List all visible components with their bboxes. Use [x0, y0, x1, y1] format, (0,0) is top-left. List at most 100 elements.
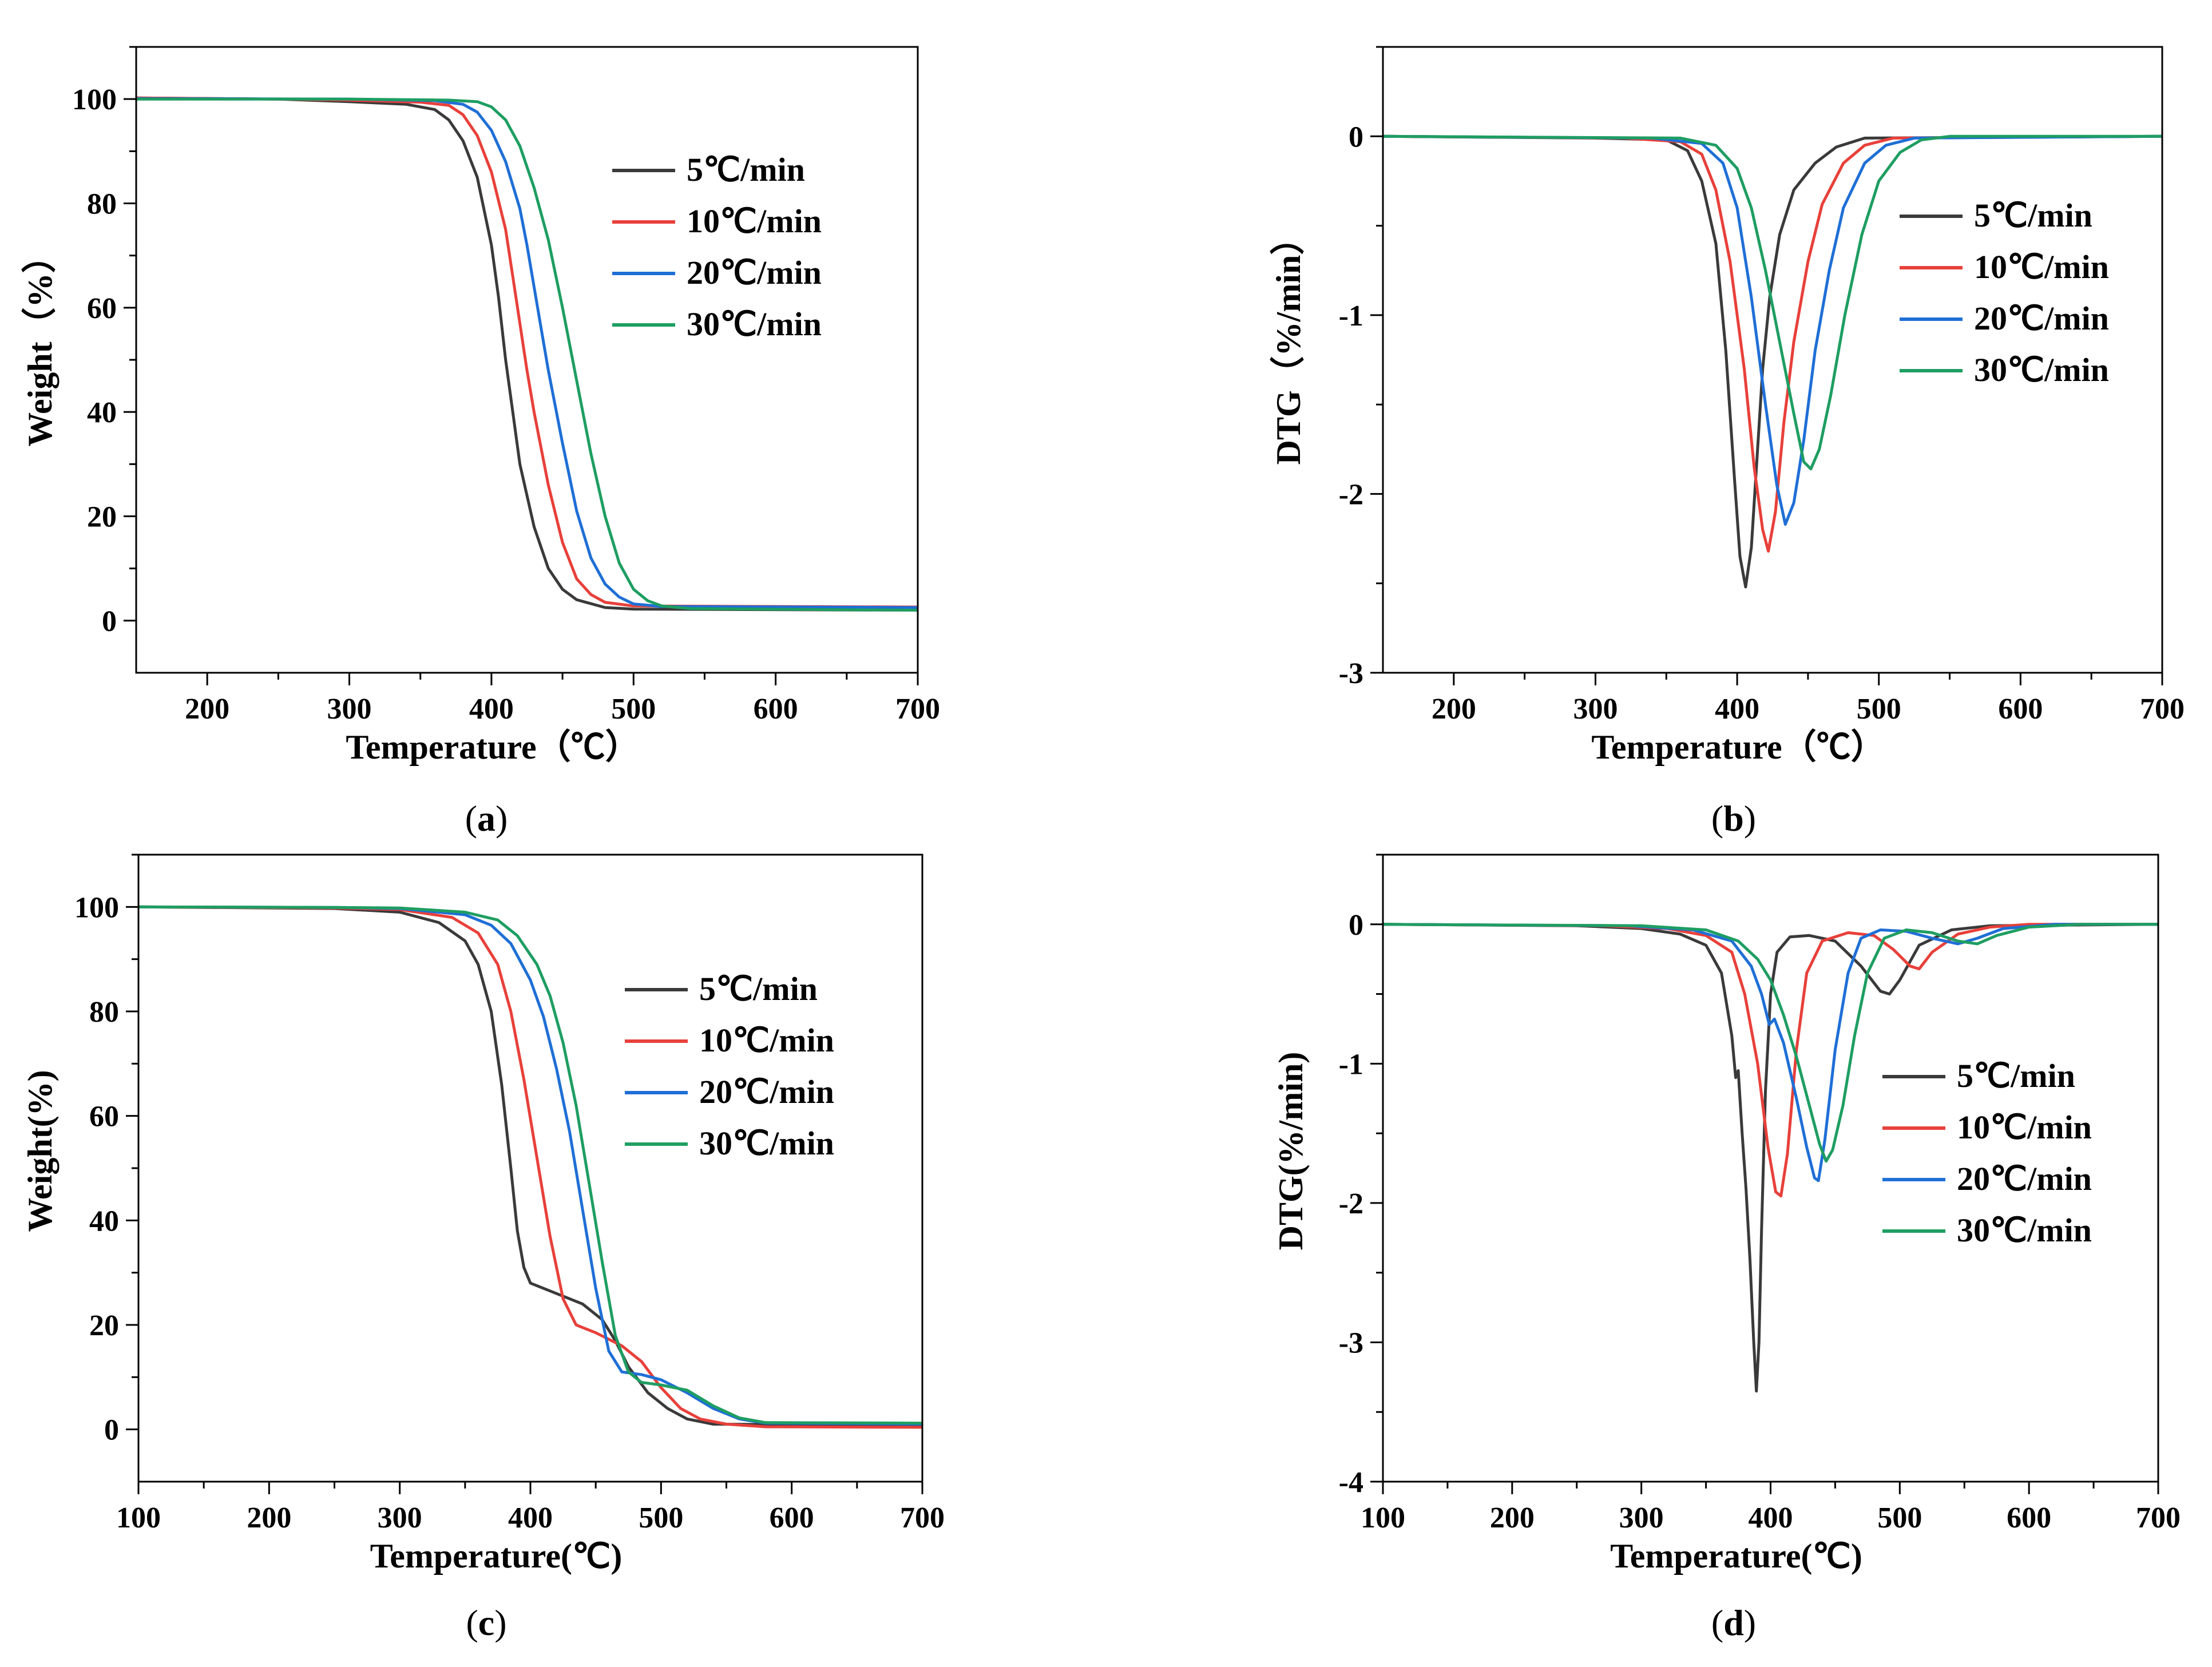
panel-caption-letter-a: a: [477, 798, 495, 839]
series-line-a-1: [136, 96, 918, 612]
y-tick-label-c: 100: [74, 891, 119, 924]
series-line-a-3: [136, 97, 918, 609]
chart-panel-d: 100 200 300 400 500 600 700 -4 -3 -2 -1 0 Temperatur…: [1272, 854, 2181, 1643]
legend-label-d-3: 20℃/min: [1957, 1160, 2092, 1197]
legend-label-b-3: 20℃/min: [1974, 300, 2109, 337]
legend-label-a-4: 30℃/min: [687, 305, 822, 343]
panel-caption-a: (a): [465, 798, 508, 839]
x-tick-label-c: 500: [639, 1502, 683, 1534]
x-tick-label-a: 500: [611, 693, 656, 725]
x-axis-title-d: Temperature(℃): [1610, 1537, 1862, 1575]
legend-label-c-1: 5℃/min: [699, 970, 818, 1007]
y-tick-label-a: 80: [87, 188, 117, 221]
panel-caption-letter-d: d: [1723, 1602, 1744, 1643]
series-line-a-2: [136, 96, 918, 609]
x-tick-label-d: 600: [2007, 1502, 2051, 1534]
series-line-c-4: [138, 905, 922, 1425]
x-tick-label-d: 700: [2136, 1502, 2181, 1534]
x-tick-label-c: 100: [116, 1502, 161, 1534]
series-line-a-4: [136, 97, 918, 612]
series-line-d-1: [1383, 923, 2158, 1393]
series-line-c-3: [138, 905, 922, 1426]
legend-label-b-4: 30℃/min: [1974, 351, 2109, 388]
legend-label-d-1: 5℃/min: [1957, 1057, 2075, 1094]
y-tick-label-a: 100: [72, 84, 117, 116]
y-tick-label-c: 60: [89, 1101, 119, 1133]
series-line-b-3: [1383, 134, 2162, 526]
y-axis-title-b: DTG（%/min）: [1269, 221, 1307, 465]
chart-panel-a: 200 300 400 500 600 700 0 20 40 60 80 100 Temperatur…: [21, 46, 940, 839]
legend-label-c-2: 10℃/min: [699, 1022, 834, 1059]
series-line-c-2: [138, 905, 922, 1429]
y-tick-label-b: 0: [1349, 121, 1363, 153]
x-axis-title-a: Temperature（℃）: [346, 728, 639, 766]
y-tick-label-d: -3: [1339, 1327, 1363, 1359]
legend-label-c-3: 20℃/min: [699, 1073, 834, 1110]
x-tick-label-a: 300: [327, 693, 372, 725]
x-tick-label-d: 200: [1490, 1502, 1535, 1534]
legend-label-a-1: 5℃/min: [687, 151, 805, 188]
y-tick-label-b: -1: [1339, 300, 1363, 332]
x-tick-label-c: 200: [247, 1502, 291, 1534]
x-axis-title-c: Temperature(℃): [370, 1537, 623, 1575]
x-tick-label-c: 300: [378, 1502, 422, 1534]
y-tick-label-c: 20: [89, 1309, 119, 1342]
y-tick-label-b: -2: [1339, 478, 1363, 511]
y-tick-label-a: 0: [102, 605, 117, 638]
chart-panel-b: 200 300 400 500 600 700 -3 -2 -1 0 Temperature（℃） D…: [1269, 46, 2185, 839]
x-tick-label-a: 200: [185, 693, 229, 725]
x-tick-label-c: 400: [508, 1502, 553, 1534]
panel-caption-letter-c: c: [478, 1602, 494, 1643]
legend-label-b-1: 5℃/min: [1974, 197, 2092, 234]
y-tick-label-c: 0: [104, 1414, 119, 1447]
x-tick-label-d: 300: [1619, 1502, 1664, 1534]
y-tick-label-d: -2: [1339, 1188, 1363, 1220]
x-tick-label-d: 400: [1749, 1502, 1793, 1534]
legend-label-a-2: 10℃/min: [687, 203, 822, 240]
x-tick-label-b: 600: [1998, 693, 2043, 725]
x-tick-label-a: 600: [754, 693, 798, 725]
x-axis-title-b: Temperature（℃）: [1591, 728, 1885, 766]
panel-caption-letter-b: b: [1723, 798, 1744, 839]
chart-panel-c: 100 200 300 400 500 600 700 0 20 40 60 80 100 Tempera…: [21, 854, 945, 1643]
y-tick-label-a: 40: [87, 396, 117, 429]
x-tick-label-b: 300: [1573, 693, 1618, 725]
legend-label-c-4: 30℃/min: [699, 1125, 834, 1162]
y-axis-title-d: DTG(%/min): [1272, 1052, 1310, 1251]
series-line-b-1: [1383, 134, 2162, 589]
y-axis-title-a: Weight（%）: [21, 239, 59, 446]
series-line-c-1: [138, 905, 922, 1427]
y-tick-label-c: 40: [89, 1205, 119, 1237]
y-tick-label-c: 80: [89, 996, 119, 1029]
y-tick-label-d: 0: [1349, 909, 1363, 942]
series-line-d-3: [1383, 923, 2158, 1182]
x-tick-label-a: 400: [469, 693, 514, 725]
legend-label-a-3: 20℃/min: [687, 254, 822, 291]
panel-caption-c: (c): [466, 1602, 506, 1643]
x-tick-label-b: 400: [1715, 693, 1759, 725]
series-line-b-4: [1383, 134, 2162, 471]
plot-frame-a: [135, 46, 919, 674]
y-tick-label-b: -3: [1339, 657, 1363, 690]
x-tick-label-b: 200: [1432, 693, 1476, 725]
y-tick-label-d: -4: [1339, 1466, 1363, 1499]
plot-frame-c: [137, 854, 923, 1483]
series-line-d-2: [1383, 923, 2158, 1198]
plot-frame-b: [1382, 46, 2163, 674]
x-tick-label-c: 600: [770, 1502, 814, 1534]
series-line-b-2: [1383, 134, 2162, 553]
legend-label-b-2: 10℃/min: [1974, 248, 2109, 285]
y-tick-label-a: 20: [87, 501, 117, 534]
x-tick-label-d: 100: [1361, 1502, 1405, 1534]
y-tick-label-d: -1: [1339, 1048, 1363, 1081]
panel-caption-b: (b): [1711, 798, 1756, 839]
x-tick-label-c: 700: [900, 1502, 945, 1534]
legend-label-d-4: 30℃/min: [1957, 1212, 2092, 1249]
legend-label-d-2: 10℃/min: [1957, 1109, 2092, 1146]
panel-caption-d: (d): [1711, 1602, 1756, 1643]
x-tick-label-b: 500: [1857, 693, 1901, 725]
y-tick-label-a: 60: [87, 292, 117, 325]
series-line-d-4: [1383, 923, 2158, 1163]
x-tick-label-b: 700: [2140, 693, 2185, 725]
